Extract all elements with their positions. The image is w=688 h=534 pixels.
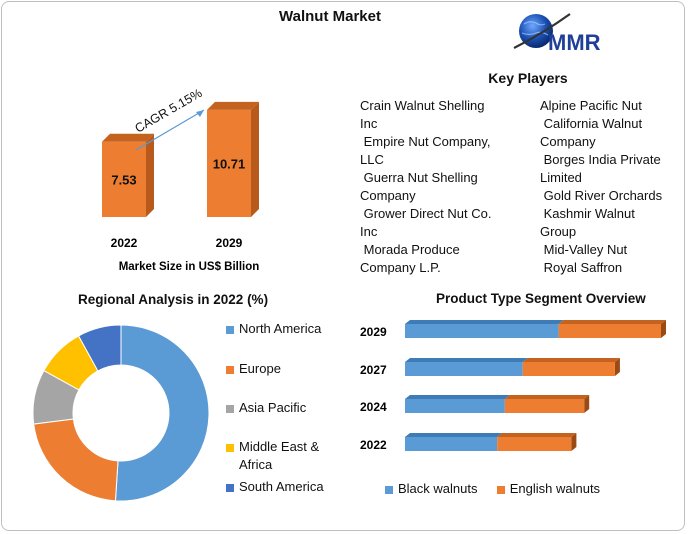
legend-swatch <box>226 443 234 452</box>
regional-legend-item: North America <box>226 321 321 337</box>
segment-black-walnuts-2022 <box>405 437 498 451</box>
key-players-column-2: Alpine Pacific Nut California Walnut Comp… <box>540 97 662 277</box>
donut-slice-0 <box>114 324 210 502</box>
key-player-line: Company L.P. <box>360 260 441 275</box>
market-size-caption: Market Size in US$ Billion <box>119 261 260 273</box>
legend-swatch-black-walnuts <box>385 485 393 494</box>
segment-english-walnuts-2029 <box>558 324 661 338</box>
bar-top <box>102 133 154 142</box>
legend-swatch <box>226 483 234 492</box>
donut-slice-4 <box>77 324 122 372</box>
cagr-label: CAGR 5.15% <box>133 86 205 136</box>
key-player-line: Guerra Nut Shelling <box>360 170 478 185</box>
segment-english-walnuts-2024 <box>504 399 585 413</box>
segment-black-walnuts-2027 <box>405 362 523 376</box>
segment-black-walnuts-2024 <box>405 399 505 413</box>
key-player-line: Crain Walnut Shelling <box>360 98 485 113</box>
bar-top <box>405 358 528 362</box>
bar-top <box>207 101 259 110</box>
donut-slice-1 <box>33 418 119 502</box>
key-player-line: California Walnut <box>540 116 643 131</box>
legend-english-walnuts: English walnuts <box>509 481 601 496</box>
key-player-line: Borges India Private <box>540 152 661 167</box>
key-player-line: Group <box>540 224 577 239</box>
product-type-title: Product Type Segment Overview <box>436 291 646 306</box>
key-player-line: Company <box>360 188 416 203</box>
key-player-line: Empire Nut Company, <box>360 134 491 149</box>
segment-english-walnuts-2027 <box>522 362 615 376</box>
market-bar-2022 <box>102 141 146 217</box>
regional-donut-chart <box>32 324 210 502</box>
bar-side <box>146 133 154 217</box>
bar-value-label: 7.53 <box>111 172 136 187</box>
legend-black-walnuts: Black walnuts <box>398 481 478 496</box>
bar-side <box>661 320 666 338</box>
key-players-column-1: Crain Walnut Shelling Inc Empire Nut Comp… <box>360 97 491 277</box>
key-player-line: Morada Produce <box>360 242 460 257</box>
bar-top <box>522 358 620 362</box>
regional-legend-item: Asia Pacific <box>226 400 306 416</box>
bar-top <box>504 395 590 399</box>
regional-legend-item: South America <box>226 479 324 495</box>
regional-legend-item: Africa <box>226 457 272 473</box>
regional-title: Regional Analysis in 2022 (%) <box>78 292 269 307</box>
key-player-line: Inc <box>360 224 378 239</box>
legend-label: South America <box>239 479 324 494</box>
key-player-line: Kashmir Walnut <box>540 206 635 221</box>
legend-swatch <box>226 404 234 413</box>
x-tick-label: 2022 <box>111 236 138 250</box>
market-bar-2029 <box>207 109 251 217</box>
legend-swatch <box>226 462 234 470</box>
bar-top <box>405 433 503 437</box>
legend-label: Africa <box>239 457 273 472</box>
legend-label: North America <box>239 321 322 336</box>
cagr-arrowhead <box>196 110 204 117</box>
bar-side <box>251 101 259 217</box>
key-player-line: LLC <box>360 152 384 167</box>
logo-text: MMR <box>548 30 601 55</box>
key-player-line: Alpine Pacific Nut <box>540 98 642 113</box>
legend-swatch-english-walnuts <box>496 485 505 494</box>
legend-label: Asia Pacific <box>239 400 307 415</box>
product-type-chart: 2029 2027 2024 2022 <box>360 320 666 452</box>
regional-legend-item: Europe <box>226 361 281 377</box>
page-title: Walnut Market <box>279 8 381 25</box>
y-tick-label: 2022 <box>360 438 387 452</box>
y-tick-label: 2027 <box>360 363 387 377</box>
key-player-line: Grower Direct Nut Co. <box>360 206 492 221</box>
bar-top <box>405 395 510 399</box>
key-player-line: Limited <box>540 170 582 185</box>
legend-swatch <box>226 365 234 374</box>
bar-side <box>584 395 590 413</box>
key-player-line: Inc <box>360 116 378 131</box>
segment-english-walnuts-2022 <box>497 437 572 451</box>
y-tick-label: 2024 <box>360 400 387 414</box>
bar-side <box>614 358 620 376</box>
regional-legend-item: Middle East & <box>226 439 319 455</box>
bar-value-label: 10.71 <box>213 156 246 171</box>
bar-side <box>571 433 577 451</box>
product-type-legend: Black walnuts English walnuts <box>385 481 600 496</box>
key-player-line: Company <box>540 134 596 149</box>
bar-top <box>497 433 577 437</box>
cagr-arrow <box>135 109 205 151</box>
market-size-chart: 7.53 10.71 CAGR 5.15% 2022 2029 Market Siz… <box>102 86 260 273</box>
legend-label: Middle East & <box>239 439 320 454</box>
y-tick-label: 2029 <box>360 325 387 339</box>
key-player-line: Royal Saffron <box>540 260 623 275</box>
bar-top <box>558 320 666 324</box>
key-player-line: Gold River Orchards <box>540 188 663 203</box>
bar-top <box>405 320 564 324</box>
segment-black-walnuts-2029 <box>405 324 559 338</box>
key-player-line: Mid-Valley Nut <box>540 242 628 257</box>
legend-swatch <box>226 325 234 334</box>
mmr-logo: MMR <box>513 13 601 55</box>
key-players-title: Key Players <box>488 70 568 86</box>
x-tick-label: 2029 <box>216 236 243 250</box>
legend-label: Europe <box>239 361 281 376</box>
